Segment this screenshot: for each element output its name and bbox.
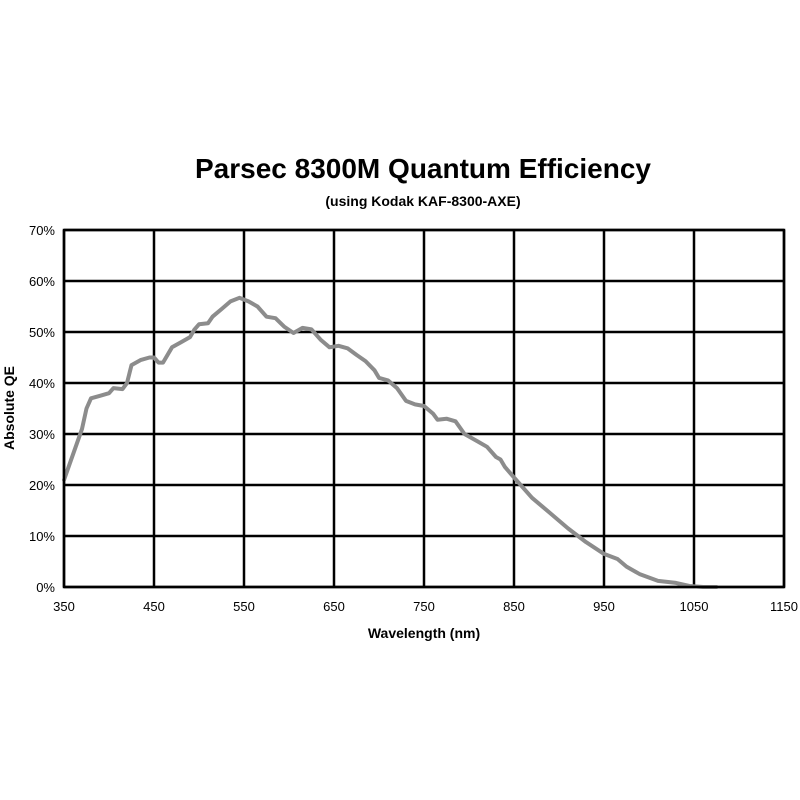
x-tick-label: 350 (53, 599, 75, 614)
x-tick-label: 850 (503, 599, 525, 614)
x-tick-label: 1150 (770, 599, 798, 614)
x-tick-label: 650 (323, 599, 345, 614)
chart-subtitle: (using Kodak KAF-8300-AXE) (325, 193, 521, 209)
x-tick-labels: 350 450 550 650 750 850 950 1050 1150 (53, 599, 798, 614)
y-tick-label: 0% (36, 580, 55, 595)
y-axis-label: Absolute QE (1, 366, 17, 450)
x-tick-label: 750 (413, 599, 435, 614)
x-tick-label: 450 (143, 599, 165, 614)
y-tick-label: 40% (29, 376, 55, 391)
x-tick-label: 950 (593, 599, 615, 614)
y-tick-label: 50% (29, 325, 55, 340)
y-tick-label: 10% (29, 529, 55, 544)
y-tick-label: 60% (29, 274, 55, 289)
x-axis-label: Wavelength (nm) (368, 625, 480, 641)
y-tick-label: 20% (29, 478, 55, 493)
chart-title: Parsec 8300M Quantum Efficiency (195, 153, 651, 184)
y-tick-label: 30% (29, 427, 55, 442)
x-tick-label: 550 (233, 599, 255, 614)
plot-border (62, 228, 786, 589)
y-tick-labels: 0% 10% 20% 30% 40% 50% 60% 70% (29, 223, 55, 595)
qe-curve (62, 295, 719, 589)
y-tick-label: 70% (29, 223, 55, 238)
x-tick-label: 1050 (680, 599, 709, 614)
